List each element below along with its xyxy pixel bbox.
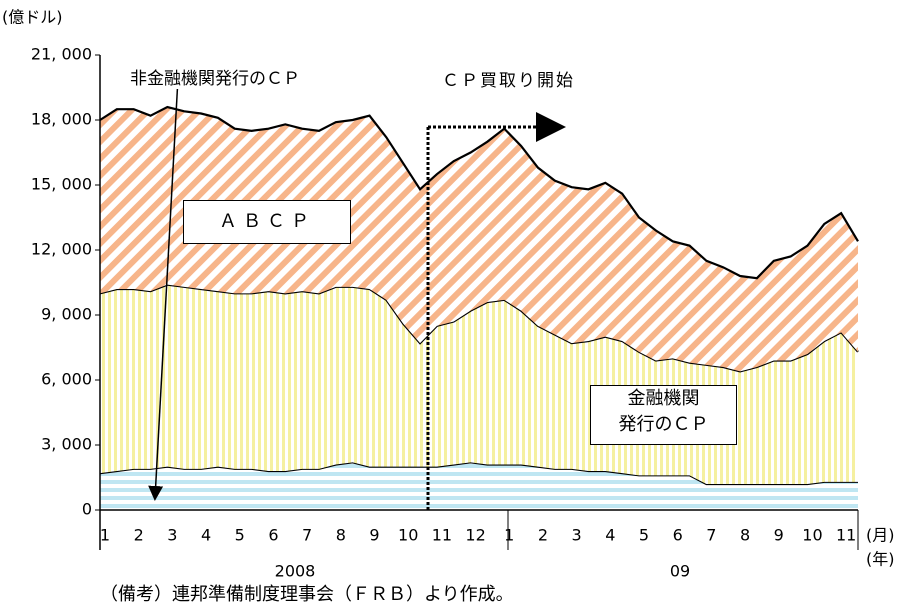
x-tick-label: 7 <box>302 526 312 545</box>
y-tick-label: 6, 000 <box>41 370 92 389</box>
x-tick-label: 3 <box>572 526 582 545</box>
x-tick-label: 5 <box>235 526 245 545</box>
y-tick-label: 3, 000 <box>41 435 92 454</box>
year-label: 09 <box>670 562 690 581</box>
x-tick-label: 5 <box>639 526 649 545</box>
x-tick-label: 6 <box>673 526 683 545</box>
y-unit: (億ドル) <box>2 8 63 27</box>
y-tick-label: 12, 000 <box>31 240 92 259</box>
x-tick-label: 12 <box>465 526 485 545</box>
area <box>100 107 858 372</box>
note: （備考）連邦準備制度理事会（ＦＲＢ）より作成。 <box>100 584 514 605</box>
year-label: 2008 <box>275 562 316 581</box>
x-tick-label: 2 <box>538 526 548 545</box>
x-tick-label: 4 <box>605 526 615 545</box>
x-tick-label: 11 <box>836 526 856 545</box>
pointer-arrow <box>148 77 179 501</box>
series-label: 金融機関 発行のＣＰ <box>590 385 737 445</box>
y-tick-label: 21, 000 <box>31 45 92 64</box>
x-tick-label: 7 <box>706 526 716 545</box>
x-tick-label: 8 <box>740 526 750 545</box>
x-tick-label: 6 <box>268 526 278 545</box>
x-unit-month: (月) <box>866 526 895 545</box>
x-tick-label: 3 <box>167 526 177 545</box>
y-tick-label: 15, 000 <box>31 175 92 194</box>
x-tick-label: 9 <box>774 526 784 545</box>
y-tick-label: 18, 000 <box>31 110 92 129</box>
area <box>100 462 858 510</box>
x-tick-label: 11 <box>432 526 452 545</box>
x-tick-label: 8 <box>336 526 346 545</box>
x-tick-label: 10 <box>802 526 822 545</box>
x-tick-label: 1 <box>504 526 514 545</box>
series-label: 非金融機関発行のＣＰ <box>130 64 300 89</box>
area-line <box>99 105 859 280</box>
x-tick-label: 9 <box>369 526 379 545</box>
y-tick-label: 0 <box>82 500 92 519</box>
series-label: ＡＢＣＰ <box>183 200 351 244</box>
y-tick-label: 9, 000 <box>41 305 92 324</box>
x-tick-label: 4 <box>201 526 211 545</box>
x-unit-year: (年) <box>866 550 895 569</box>
x-tick-label: 10 <box>398 526 418 545</box>
event-annotation: ＣＰ買取り開始 <box>442 71 575 91</box>
x-tick-label: 2 <box>134 526 144 545</box>
x-tick-label: 1 <box>100 526 110 545</box>
